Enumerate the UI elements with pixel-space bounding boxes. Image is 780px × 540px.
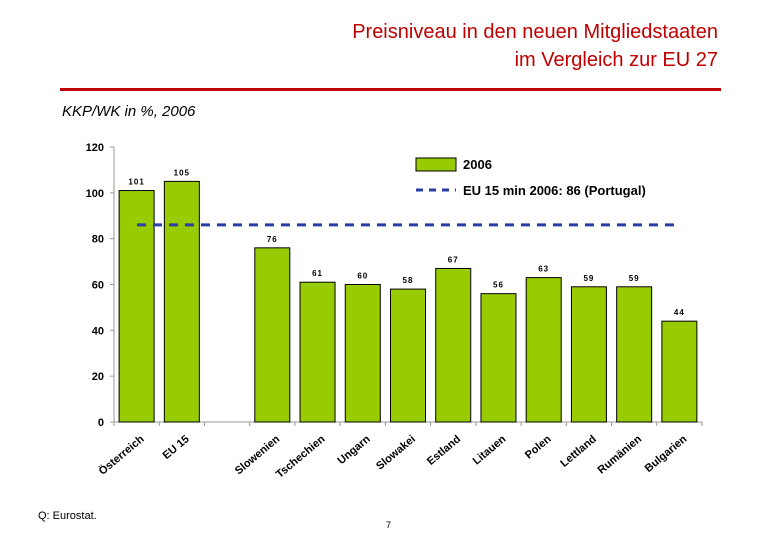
x-category-label: Tschechien [274, 433, 328, 481]
source-note: Q: Eurostat. [38, 510, 97, 522]
bar-13 [661, 320, 698, 423]
bar-7 [390, 288, 426, 423]
chart-title-line-1: Preisniveau in den neuen Mitgliedstaaten [352, 21, 718, 43]
bar-5 [299, 281, 336, 423]
bar-value-label: 59 [629, 274, 640, 283]
bar-1 [118, 190, 155, 423]
bar-9 [480, 293, 517, 423]
legend-label-2006: 2006 [463, 157, 492, 172]
y-tick-label: 0 [98, 417, 104, 429]
y-tick-label: 80 [92, 234, 104, 246]
x-category-label: Rumänien [596, 433, 645, 477]
bar-4 [254, 247, 291, 423]
bar-value-label: 67 [448, 255, 459, 264]
bar-value-label: 61 [312, 269, 323, 278]
x-category-label: Estland [425, 433, 463, 468]
bar-6 [344, 284, 381, 423]
legend-label-reference: EU 15 min 2006: 86 (Portugal) [463, 183, 646, 198]
bar-2 [163, 180, 200, 423]
x-category-label: Litauen [471, 433, 509, 468]
bar-value-label: 58 [403, 276, 414, 285]
y-tick-label: 120 [86, 142, 104, 154]
x-category-label: Ungarn [335, 433, 372, 467]
y-tick-label: 20 [92, 371, 104, 383]
bar-value-label: 59 [583, 274, 594, 283]
bar-value-label: 56 [493, 281, 504, 290]
y-tick-label: 100 [86, 188, 104, 200]
chart-title-line-2: im Vergleich zur EU 27 [514, 49, 718, 71]
bar-value-label: 60 [357, 272, 368, 281]
page-number: 7 [386, 520, 392, 530]
bar-11 [570, 286, 607, 423]
y-tick-label: 40 [92, 325, 104, 337]
x-category-label: Polen [523, 433, 554, 462]
chart-title: Preisniveau in den neuen Mitgliedstaaten… [118, 18, 718, 74]
bar-value-label: 44 [674, 308, 685, 317]
x-category-label: Österreich [96, 432, 147, 478]
bar-value-label: 101 [128, 178, 144, 187]
bar-8 [435, 267, 472, 423]
x-category-label: Lettland [558, 433, 598, 470]
bar-12 [616, 286, 653, 423]
x-category-label: EU 15 [161, 433, 192, 462]
x-category-label: Slowakei [374, 433, 418, 472]
title-divider [60, 88, 721, 91]
chart-subtitle: KKP/WK in %, 2006 [62, 103, 196, 120]
bar-value-label: 76 [267, 235, 278, 244]
x-category-label: Bulgarien [643, 433, 690, 475]
bar-value-label: 63 [538, 265, 549, 274]
bar-10 [525, 277, 562, 423]
bar-value-label: 105 [174, 168, 190, 177]
legend-swatch-2006 [415, 157, 457, 172]
y-tick-label: 60 [92, 280, 104, 292]
